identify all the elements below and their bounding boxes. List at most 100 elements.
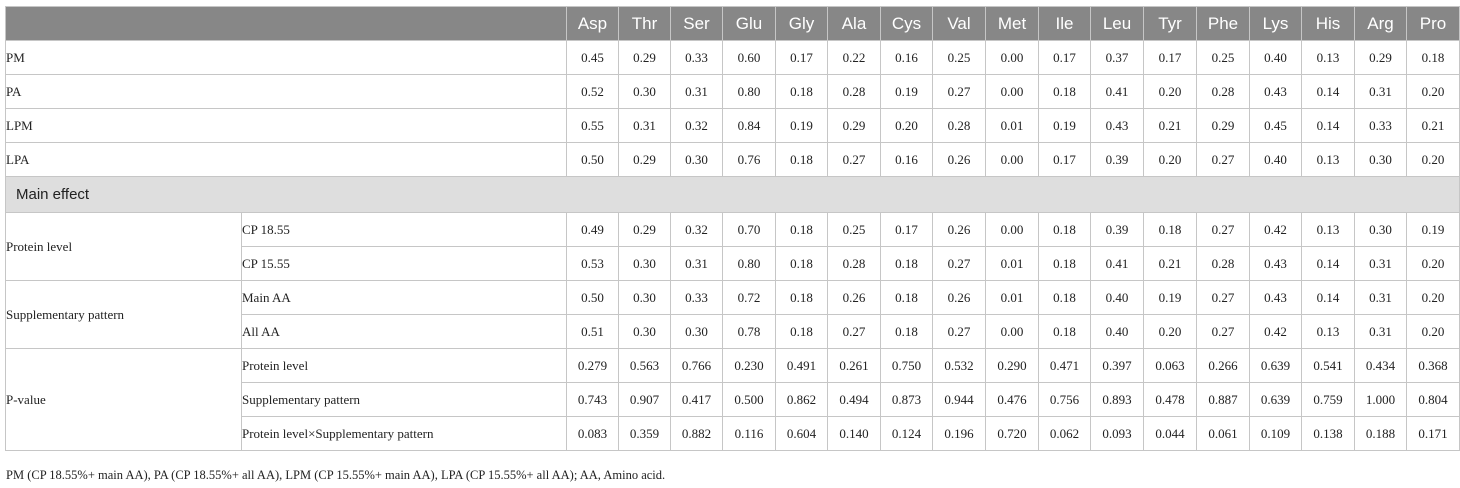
value-cell: 0.29 bbox=[618, 212, 671, 247]
value-cell: 0.17 bbox=[1038, 40, 1091, 75]
sub-row-label: Protein level bbox=[241, 348, 567, 383]
value-cell: 0.26 bbox=[827, 280, 881, 315]
table-row: Protein level CP 18.55 0.49 0.29 0.32 0.70 0.1… bbox=[5, 212, 1460, 281]
column-header-met: Met bbox=[985, 6, 1039, 41]
value-cell: 0.40 bbox=[1090, 280, 1144, 315]
row-label: LPM bbox=[5, 108, 567, 143]
value-cell: 0.25 bbox=[932, 40, 986, 75]
value-cell: 0.19 bbox=[1406, 212, 1460, 247]
value-cell: 0.14 bbox=[1301, 74, 1355, 109]
value-cell: 0.417 bbox=[670, 382, 723, 417]
value-cell: 0.40 bbox=[1090, 314, 1144, 349]
column-header-asp: Asp bbox=[566, 6, 619, 41]
group-label: Supplementary pattern bbox=[5, 280, 242, 349]
value-cell: 0.29 bbox=[1354, 40, 1407, 75]
value-cell: 0.31 bbox=[670, 74, 723, 109]
value-cell: 0.28 bbox=[1196, 246, 1250, 281]
column-header-lys: Lys bbox=[1249, 6, 1302, 41]
value-cell: 0.18 bbox=[775, 246, 828, 281]
value-cell: 0.29 bbox=[1196, 108, 1250, 143]
value-cell: 0.27 bbox=[827, 314, 881, 349]
value-cell: 0.01 bbox=[985, 246, 1039, 281]
value-cell: 0.18 bbox=[775, 74, 828, 109]
value-cell: 0.18 bbox=[775, 314, 828, 349]
value-cell: 0.60 bbox=[722, 40, 776, 75]
value-cell: 0.25 bbox=[1196, 40, 1250, 75]
value-cell: 0.29 bbox=[618, 142, 671, 177]
value-cell: 0.33 bbox=[670, 40, 723, 75]
table-row: PA 0.52 0.30 0.31 0.80 0.18 0.28 0.19 0.27 0.00 0.… bbox=[5, 74, 1460, 109]
value-cell: 0.491 bbox=[775, 348, 828, 383]
column-header-ala: Ala bbox=[827, 6, 881, 41]
value-cell: 0.21 bbox=[1406, 108, 1460, 143]
value-cell: 0.20 bbox=[1143, 314, 1197, 349]
value-cell: 0.30 bbox=[670, 314, 723, 349]
value-cell: 0.33 bbox=[1354, 108, 1407, 143]
value-cell: 0.43 bbox=[1249, 74, 1302, 109]
value-cell: 0.639 bbox=[1249, 382, 1302, 417]
value-cell: 0.42 bbox=[1249, 314, 1302, 349]
value-cell: 0.26 bbox=[932, 212, 986, 247]
table-footnote: PM (CP 18.55%+ main AA), PA (CP 18.55%+ … bbox=[6, 468, 666, 482]
value-cell: 0.31 bbox=[1354, 246, 1407, 281]
value-cell: 0.27 bbox=[1196, 280, 1250, 315]
value-cell: 0.55 bbox=[566, 108, 619, 143]
value-cell: 0.124 bbox=[880, 416, 933, 451]
value-cell: 0.759 bbox=[1301, 382, 1355, 417]
value-cell: 0.20 bbox=[1406, 246, 1460, 281]
value-cell: 0.18 bbox=[775, 280, 828, 315]
column-header-cys: Cys bbox=[880, 6, 933, 41]
value-cell: 0.14 bbox=[1301, 246, 1355, 281]
value-cell: 0.30 bbox=[618, 246, 671, 281]
value-cell: 0.044 bbox=[1143, 416, 1197, 451]
value-cell: 0.42 bbox=[1249, 212, 1302, 247]
value-cell: 0.804 bbox=[1406, 382, 1460, 417]
value-cell: 0.532 bbox=[932, 348, 986, 383]
value-cell: 0.17 bbox=[775, 40, 828, 75]
value-cell: 0.471 bbox=[1038, 348, 1091, 383]
value-cell: 0.41 bbox=[1090, 74, 1144, 109]
value-cell: 0.230 bbox=[722, 348, 776, 383]
value-cell: 0.266 bbox=[1196, 348, 1250, 383]
value-cell: 0.25 bbox=[827, 212, 881, 247]
value-cell: 0.279 bbox=[566, 348, 619, 383]
value-cell: 0.18 bbox=[880, 246, 933, 281]
value-cell: 0.944 bbox=[932, 382, 986, 417]
value-cell: 0.31 bbox=[1354, 314, 1407, 349]
column-header-phe: Phe bbox=[1196, 6, 1250, 41]
value-cell: 0.290 bbox=[985, 348, 1039, 383]
value-cell: 0.19 bbox=[1038, 108, 1091, 143]
value-cell: 0.20 bbox=[1406, 280, 1460, 315]
value-cell: 0.27 bbox=[932, 246, 986, 281]
value-cell: 0.00 bbox=[985, 212, 1039, 247]
value-cell: 0.494 bbox=[827, 382, 881, 417]
column-header-pro: Pro bbox=[1406, 6, 1460, 41]
value-cell: 0.52 bbox=[566, 74, 619, 109]
column-header-ile: Ile bbox=[1038, 6, 1091, 41]
value-cell: 0.743 bbox=[566, 382, 619, 417]
value-cell: 0.26 bbox=[932, 142, 986, 177]
value-cell: 0.37 bbox=[1090, 40, 1144, 75]
value-cell: 0.22 bbox=[827, 40, 881, 75]
value-cell: 0.18 bbox=[1038, 314, 1091, 349]
value-cell: 0.00 bbox=[985, 314, 1039, 349]
column-header-ser: Ser bbox=[670, 6, 723, 41]
value-cell: 0.01 bbox=[985, 280, 1039, 315]
value-cell: 0.882 bbox=[670, 416, 723, 451]
value-cell: 0.18 bbox=[1038, 212, 1091, 247]
value-cell: 0.563 bbox=[618, 348, 671, 383]
value-cell: 0.20 bbox=[1143, 74, 1197, 109]
value-cell: 0.20 bbox=[880, 108, 933, 143]
value-cell: 0.138 bbox=[1301, 416, 1355, 451]
value-cell: 0.32 bbox=[670, 108, 723, 143]
value-cell: 0.80 bbox=[722, 74, 776, 109]
sub-row-label: All AA bbox=[241, 314, 567, 349]
value-cell: 0.41 bbox=[1090, 246, 1144, 281]
value-cell: 0.72 bbox=[722, 280, 776, 315]
value-cell: 0.18 bbox=[1038, 280, 1091, 315]
value-cell: 0.27 bbox=[1196, 314, 1250, 349]
sub-row-label: Main AA bbox=[241, 280, 567, 315]
value-cell: 0.29 bbox=[618, 40, 671, 75]
value-cell: 0.14 bbox=[1301, 108, 1355, 143]
table-row: CP 15.55 0.53 0.30 0.31 0.80 0.18 0.28 0.18 0.27… bbox=[6, 246, 1460, 281]
